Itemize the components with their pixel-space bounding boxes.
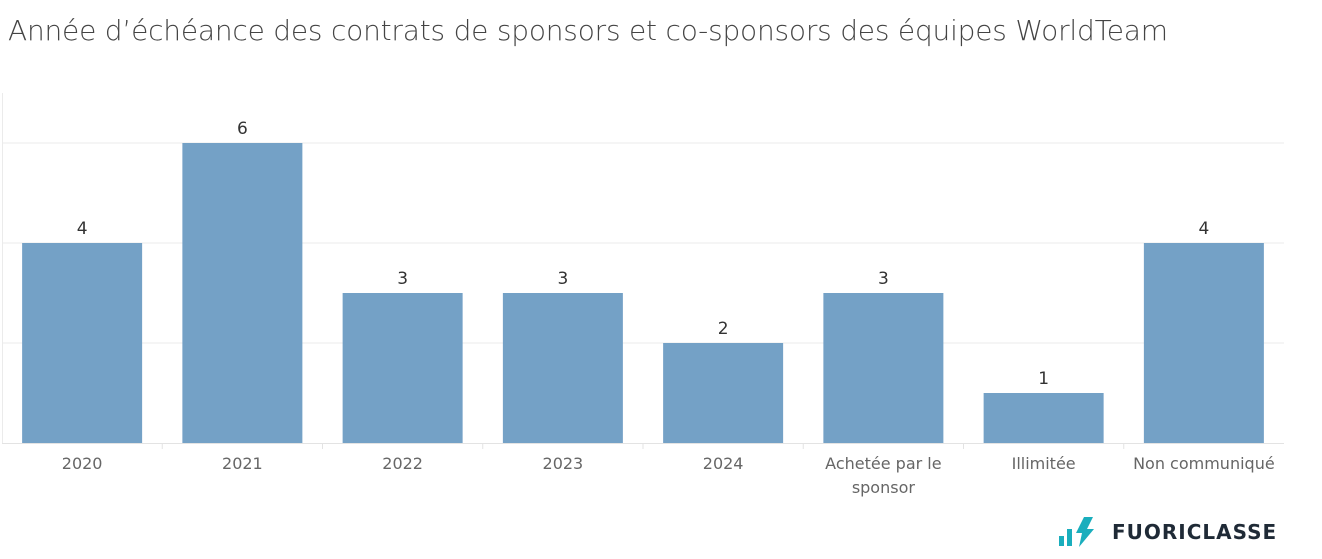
x-tick-label: Illimitée	[1012, 454, 1076, 473]
x-tick-label: 2024	[703, 454, 744, 473]
bar-value-label: 3	[878, 269, 889, 289]
bar-value-label: 4	[77, 219, 88, 239]
bar[interactable]	[983, 393, 1104, 443]
brand-logo: FUORICLASSE	[1058, 516, 1277, 548]
chart-title: Année d’échéance des contrats de sponsor…	[8, 14, 1168, 47]
bar[interactable]	[1143, 243, 1264, 443]
brand-name: FUORICLASSE	[1112, 520, 1278, 544]
bar[interactable]	[663, 343, 784, 443]
bar[interactable]	[823, 293, 944, 443]
bar-value-labels: 4 6 3 3 2 3 1 4	[77, 119, 1210, 389]
fuoriclasse-logo-icon	[1059, 517, 1094, 547]
bar-value-label: 1	[1038, 369, 1049, 389]
bar-chart: 4 6 3 3 2 3 1 4 2020 2021 2022 2023 2024 Achetée par…	[2, 93, 1284, 497]
x-axis-tick-labels: 2020 2021 2022 2023 2024 Achetée par le sponso…	[62, 454, 1275, 497]
bars	[22, 143, 1264, 443]
x-tick-label: Non communiqué	[1133, 454, 1275, 473]
bar-value-label: 3	[397, 269, 408, 289]
bar-value-label: 6	[237, 119, 248, 139]
bar[interactable]	[182, 143, 303, 443]
bar[interactable]	[502, 293, 623, 443]
x-tick-label: 2020	[62, 454, 103, 473]
bar[interactable]	[342, 293, 463, 443]
bar-value-label: 2	[718, 319, 729, 339]
bar-value-label: 3	[557, 269, 568, 289]
x-tick-label: Achetée par le sponsor	[825, 454, 941, 497]
bar[interactable]	[22, 243, 143, 443]
bar-value-label: 4	[1198, 219, 1209, 239]
x-tick-label: 2023	[543, 454, 584, 473]
x-tick-label: 2021	[222, 454, 263, 473]
x-tick-label: 2022	[382, 454, 423, 473]
